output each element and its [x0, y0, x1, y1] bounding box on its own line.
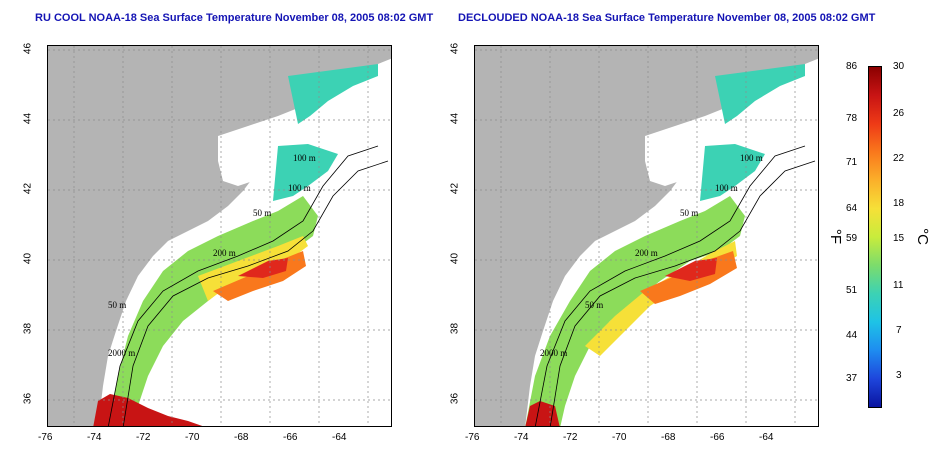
right-lon-tick-74: -74	[514, 432, 529, 443]
right-lat-tick-46: 46	[449, 42, 461, 55]
colorbar-c-tick-18: 18	[893, 198, 905, 209]
right-lat-tick-38: 38	[449, 322, 461, 335]
left-lat-tick-46: 46	[22, 42, 34, 55]
sst-cyan-2	[700, 144, 765, 201]
left-lat-tick-36: 36	[22, 392, 34, 405]
sst-cyan	[715, 64, 805, 124]
sst-red	[665, 258, 717, 281]
right-lat-tick-36: 36	[449, 392, 461, 405]
land-mass	[48, 46, 391, 426]
colorbar-c-tick-11: 11	[893, 280, 904, 291]
isobath-lines	[107, 145, 389, 426]
sst-green	[525, 196, 745, 426]
isobath-label-50m-1: 50 m	[680, 208, 698, 218]
left-lon-tick-72: -72	[136, 432, 151, 443]
right-map-canvas: 100 m 100 m 50 m 200 m 50 m 2000 m	[475, 46, 818, 426]
colorbar-c-tick-26: 26	[893, 108, 905, 119]
colorbar-f-tick-78: 78	[846, 113, 858, 124]
colorbar-c-tick-7: 7	[896, 325, 902, 336]
sst-cyan-2	[273, 144, 338, 201]
colorbar-c-tick-30: 30	[893, 61, 905, 72]
left-lon-tick-70: -70	[185, 432, 200, 443]
left-lat-tick-38: 38	[22, 322, 34, 335]
right-lon-tick-76: -76	[465, 432, 480, 443]
fahrenheit-unit-label: °F	[827, 228, 845, 245]
gulf-of-maine	[218, 101, 338, 186]
isobath-label-100m-1: 100 m	[740, 153, 763, 163]
colorbar-c-tick-3: 3	[896, 370, 902, 381]
isobath-label-50m-1: 50 m	[253, 208, 271, 218]
right-lat-tick-44: 44	[449, 112, 461, 125]
left-lon-tick-76: -76	[38, 432, 53, 443]
left-map-title: RU COOL NOAA-18 Sea Surface Temperature …	[35, 12, 434, 24]
colorbar-f-tick-59: 59	[846, 233, 858, 244]
isobath-label-2000m: 2000 m	[540, 348, 567, 358]
isobath-label-100m-2: 100 m	[715, 183, 738, 193]
grid-lines	[475, 46, 818, 426]
colorbar-f-tick-86: 86	[846, 61, 858, 72]
sst-red-south	[93, 394, 203, 426]
right-lat-tick-42: 42	[449, 182, 461, 195]
isobath-label-200m: 200 m	[213, 248, 236, 258]
sst-cyan	[288, 64, 378, 124]
left-lon-tick-74: -74	[87, 432, 102, 443]
left-lon-tick-68: -68	[234, 432, 249, 443]
left-sst-map: 100 m 100 m 50 m 200 m 50 m 2000 m	[47, 45, 392, 427]
left-lat-tick-44: 44	[22, 112, 34, 125]
sst-red	[238, 258, 288, 278]
colorbar-f-tick-37: 37	[846, 373, 858, 384]
isobath-label-100m-2: 100 m	[288, 183, 311, 193]
isobath-label-50m-2: 50 m	[108, 300, 126, 310]
right-sst-map: 100 m 100 m 50 m 200 m 50 m 2000 m	[474, 45, 819, 427]
grid-lines	[48, 46, 391, 426]
left-lon-tick-64: -64	[332, 432, 347, 443]
colorbar-c-tick-15: 15	[893, 233, 905, 244]
right-lon-tick-64: -64	[759, 432, 774, 443]
isobath-label-2000m: 2000 m	[108, 348, 135, 358]
isobath-lines	[534, 145, 816, 426]
right-lon-tick-66: -66	[710, 432, 725, 443]
right-lon-tick-68: -68	[661, 432, 676, 443]
colorbar-f-tick-64: 64	[846, 203, 858, 214]
right-lon-tick-72: -72	[563, 432, 578, 443]
land-mass	[475, 46, 818, 426]
left-lat-tick-40: 40	[22, 252, 34, 265]
temperature-colorbar	[868, 66, 882, 408]
right-map-title: DECLOUDED NOAA-18 Sea Surface Temperatur…	[458, 12, 876, 24]
gulf-of-maine	[645, 101, 765, 186]
celsius-unit-label: °C	[913, 228, 931, 245]
colorbar-c-tick-22: 22	[893, 153, 905, 164]
isobath-label-100m-1: 100 m	[293, 153, 316, 163]
isobath-label-200m: 200 m	[635, 248, 658, 258]
colorbar-f-tick-51: 51	[846, 285, 858, 296]
right-lat-tick-40: 40	[449, 252, 461, 265]
left-lat-tick-42: 42	[22, 182, 34, 195]
left-map-canvas: 100 m 100 m 50 m 200 m 50 m 2000 m	[48, 46, 391, 426]
isobath-label-50m-2: 50 m	[585, 300, 603, 310]
right-lon-tick-70: -70	[612, 432, 627, 443]
colorbar-f-tick-44: 44	[846, 330, 858, 341]
left-lon-tick-66: -66	[283, 432, 298, 443]
colorbar-f-tick-71: 71	[846, 157, 858, 168]
